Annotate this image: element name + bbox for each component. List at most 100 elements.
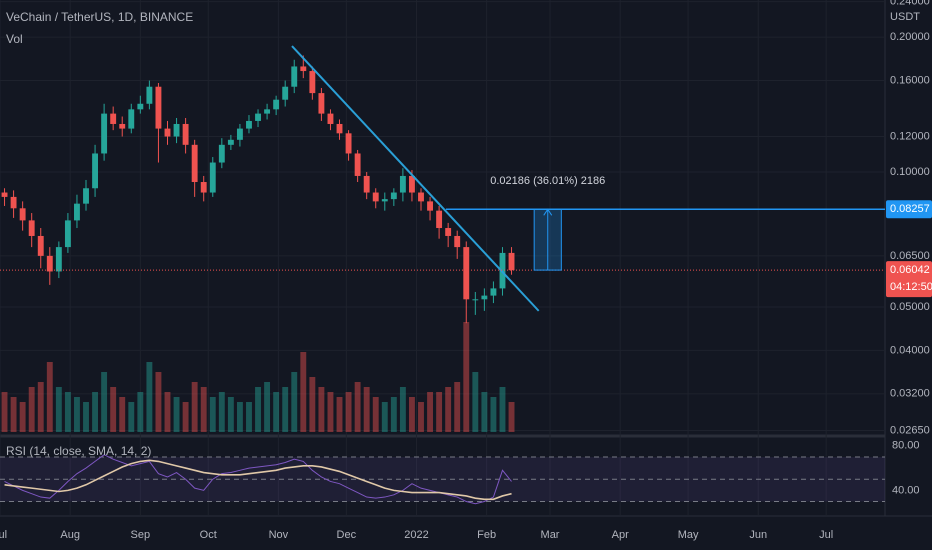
candle-body	[246, 120, 252, 129]
x-tick-label: 2022	[404, 529, 428, 541]
candle-body	[318, 93, 325, 114]
volume-bar	[264, 382, 271, 432]
volume-bar	[46, 362, 53, 432]
candle-body	[28, 220, 35, 236]
volume-bar	[218, 392, 225, 432]
y-tick-label: 0.02650	[890, 424, 930, 436]
volume-bar	[10, 397, 17, 432]
volume-bar	[28, 387, 35, 432]
volume-bar	[345, 392, 352, 432]
candle-body	[264, 109, 271, 114]
candle-body	[399, 175, 406, 193]
candle-body	[74, 203, 80, 221]
x-tick-label: Nov	[269, 529, 289, 541]
volume-bar	[354, 382, 361, 432]
candle-body	[354, 153, 361, 176]
volume-bar	[119, 397, 126, 432]
candle-body	[282, 86, 289, 100]
candle-body	[236, 128, 243, 140]
candle-body	[327, 113, 334, 124]
candle-body	[490, 288, 497, 296]
volume-bar	[255, 387, 261, 432]
last-price-box	[886, 261, 932, 298]
volume-bar	[83, 402, 89, 432]
volume-bar	[399, 387, 406, 432]
marks	[1, 55, 515, 505]
candle-body	[83, 188, 89, 204]
volume-bar	[372, 397, 379, 432]
volume-bar	[436, 392, 443, 432]
candle-body	[409, 175, 415, 193]
y-tick-label: 0.05000	[890, 301, 930, 313]
candle-body	[209, 162, 216, 193]
y-tick-label: 0.12000	[890, 130, 930, 142]
candle-body	[418, 192, 424, 202]
volume-bar	[74, 397, 80, 432]
candle-body	[372, 192, 379, 202]
x-tick-label: Dec	[337, 529, 357, 541]
volume-legend: Vol	[6, 32, 23, 46]
rsi-line	[4, 454, 512, 505]
candle-body	[472, 299, 479, 301]
y-tick-label: 0.20000	[890, 31, 930, 43]
candle-body	[19, 208, 26, 221]
candle-body	[427, 201, 433, 211]
candle-body	[336, 123, 343, 134]
candle-body	[381, 199, 388, 202]
volume-bar	[445, 387, 452, 432]
measure-label: 0.02186 (36.01%) 2186	[490, 175, 605, 187]
volume-bar	[481, 392, 488, 432]
candle-body	[1, 192, 8, 197]
candle-body	[110, 113, 117, 124]
target-price-box	[886, 200, 932, 219]
volume-bar	[282, 387, 289, 432]
volume-bar	[55, 387, 62, 432]
volume-bar	[418, 402, 424, 432]
countdown-label: 04:12:50	[890, 281, 932, 293]
volume-bar	[273, 392, 280, 432]
y-tick-label: 0.10000	[890, 166, 930, 178]
grid	[0, 0, 885, 516]
candle-body	[363, 175, 370, 193]
volume-bar	[454, 382, 461, 432]
volume-bar	[227, 397, 234, 432]
volume-bar	[137, 392, 144, 432]
candle-body	[273, 99, 280, 110]
y-tick-label: 0.24000	[890, 0, 930, 8]
volume-bar	[164, 392, 171, 432]
candle-body	[227, 139, 234, 145]
x-tick-label: Mar	[541, 529, 560, 541]
volume-bar	[246, 402, 252, 432]
candle-body	[463, 247, 470, 300]
volume-bar	[110, 387, 117, 432]
volume-bar	[155, 372, 162, 432]
volume-bar	[427, 392, 433, 432]
y-tick-label: 0.16000	[890, 74, 930, 86]
candle-body	[101, 113, 108, 154]
y-tick-label: 0.03200	[890, 388, 930, 400]
candle-body	[55, 247, 62, 272]
volume-bar	[472, 372, 479, 432]
volume-bar	[300, 352, 307, 432]
candle-body	[164, 128, 171, 137]
candle-body	[92, 153, 99, 189]
candle-body	[119, 123, 126, 129]
candle-body	[436, 210, 443, 229]
volume-bar	[146, 362, 153, 432]
volume-bar	[209, 397, 216, 432]
rsi-legend: RSI (14, close, SMA, 14, 2)	[6, 444, 151, 458]
volume-bar	[200, 387, 207, 432]
candle-body	[10, 196, 17, 209]
volume-bar	[390, 397, 397, 432]
chart-title: VeChain / TetherUS, 1D, BINANCE	[6, 10, 193, 24]
candle-body	[445, 228, 452, 236]
volume-bar	[101, 372, 108, 432]
candle-body	[182, 123, 189, 145]
last-price-label: 0.06042	[890, 264, 930, 276]
candle-body	[390, 192, 397, 200]
y-tick-label: 0.04000	[890, 344, 930, 356]
axis-unit: USDT	[890, 11, 920, 23]
volume-bar	[336, 397, 343, 432]
candle-body	[137, 103, 144, 110]
candle-body	[200, 182, 207, 193]
